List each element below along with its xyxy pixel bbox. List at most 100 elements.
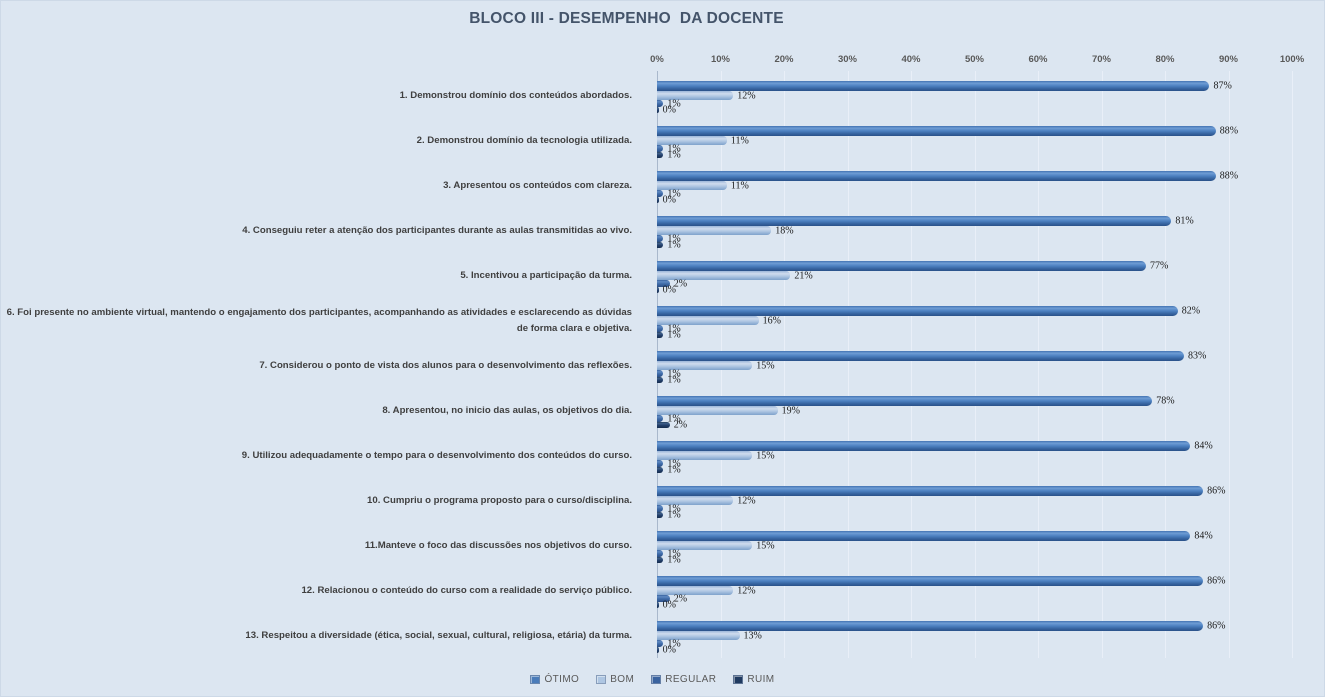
bar-row-otimo: 81%: [657, 216, 1194, 227]
legend: ÓTIMO BOM REGULAR RUIM: [1, 669, 1314, 689]
category-row: 3. Apresentou os conteúdos com clareza. 8…: [1, 163, 1324, 208]
value-label: 1%: [667, 368, 681, 379]
bar-row-otimo: 88%: [657, 126, 1238, 137]
bar-row-regular: 1%: [657, 233, 1171, 244]
value-label: 12%: [737, 495, 756, 506]
bar-regular: [657, 235, 664, 242]
bar-group: 77% 21% 2% 0%: [657, 261, 1168, 296]
bar-row-bom: 16%: [657, 315, 1178, 326]
x-axis-tick: 80%: [1155, 54, 1175, 65]
value-label: 88%: [1219, 170, 1239, 182]
bar-group: 81% 18% 1% 1%: [657, 216, 1194, 251]
value-label: 1%: [667, 98, 681, 109]
bar-regular: [657, 325, 664, 332]
bar-bom: [657, 271, 791, 280]
chart-title: BLOCO III - DESEMPENHO DA DOCENTE: [469, 10, 784, 27]
bar-ruim: [657, 647, 659, 653]
value-label: 84%: [1194, 530, 1213, 542]
bar-otimo: [657, 621, 1204, 631]
bar-row-otimo: 78%: [657, 396, 1175, 407]
category-label: 1. Demonstrou domínio dos conteúdos abor…: [399, 89, 632, 101]
bar-row-ruim: 1%: [657, 239, 1171, 251]
category-label: 5. Incentivou a participação da turma.: [460, 269, 632, 281]
gridline: [1292, 71, 1293, 658]
bar-bom: [657, 631, 740, 640]
gridline: [1228, 71, 1230, 658]
bar-regular: [657, 190, 664, 197]
value-label: 0%: [662, 194, 676, 206]
value-label: 1%: [667, 188, 681, 199]
value-label: 1%: [667, 413, 681, 424]
category-row: 2. Demonstrou domínio da tecnologia util…: [1, 118, 1324, 163]
bar-row-ruim: 2%: [657, 420, 1152, 431]
bar-otimo: [657, 306, 1178, 316]
category-label: 10. Cumpriu o programa proposto para o c…: [367, 494, 632, 506]
category-label: 9. Utilizou adequadamente o tempo para o…: [241, 449, 632, 461]
category-label: 4. Conseguiu reter a atenção dos partici…: [242, 224, 632, 236]
bar-row-regular: 1%: [657, 503, 1203, 514]
category-label: 11.Manteve o foco das discussões nos obj…: [364, 539, 632, 551]
bar-row-bom: 12%: [657, 585, 1203, 596]
value-label: 82%: [1181, 305, 1201, 317]
bar-row-regular: 2%: [657, 278, 1146, 289]
value-label: 1%: [667, 143, 681, 154]
category-row: 7. Considerou o ponto de vista dos aluno…: [1, 343, 1324, 388]
bar-otimo: [657, 351, 1185, 361]
x-axis-tick: 20%: [774, 54, 794, 65]
value-label: 77%: [1149, 260, 1169, 272]
bar-row-regular: 1%: [657, 188, 1216, 199]
bar-bom: [657, 361, 753, 370]
bar-otimo: [657, 531, 1191, 541]
bar-ruim: [657, 332, 664, 338]
bar-row-regular: 1%: [657, 638, 1203, 649]
legend-label: RUIM: [747, 673, 775, 685]
bar-regular: [657, 640, 664, 647]
bar-row-otimo: 84%: [657, 441, 1213, 452]
bar-bom: [657, 586, 734, 595]
bar-regular: [657, 100, 664, 107]
bar-row-regular: 1%: [657, 548, 1190, 559]
bar-otimo: [657, 216, 1172, 226]
legend-item-bom: BOM: [596, 674, 634, 685]
value-label: 78%: [1156, 395, 1175, 407]
value-label: 86%: [1207, 485, 1226, 497]
bar-ruim: [657, 602, 659, 608]
value-label: 1%: [667, 239, 681, 251]
value-label: 18%: [775, 225, 794, 236]
bar-bom: [657, 316, 759, 325]
category-row: 5. Incentivou a participação da turma. 77…: [1, 253, 1324, 298]
bar-row-ruim: 1%: [657, 555, 1190, 566]
bar-regular: [657, 145, 664, 152]
bar-row-otimo: 86%: [657, 576, 1225, 587]
bar-row-bom: 18%: [657, 225, 1171, 236]
value-label: 15%: [756, 450, 775, 461]
bar-row-bom: 12%: [657, 495, 1203, 506]
value-label: 11%: [730, 135, 749, 146]
legend-swatch-icon: [733, 674, 744, 684]
x-axis-tick: 0%: [650, 54, 664, 65]
bar-row-bom: 15%: [657, 360, 1184, 371]
bar-otimo: [657, 81, 1210, 91]
value-label: 0%: [662, 284, 676, 296]
value-label: 13%: [743, 630, 762, 641]
bar-row-otimo: 84%: [657, 531, 1213, 542]
x-axis-tick: 10%: [710, 54, 731, 65]
bar-ruim: [657, 242, 664, 248]
bar-bom: [657, 496, 734, 505]
legend-item-otimo: ÓTIMO: [530, 674, 579, 685]
bar-row-ruim: 1%: [657, 375, 1184, 386]
bar-row-ruim: 1%: [657, 510, 1203, 521]
bar-row-otimo: 83%: [657, 351, 1206, 362]
bar-row-ruim: 0%: [657, 600, 1203, 611]
value-label: 88%: [1219, 125, 1239, 137]
value-label: 1%: [667, 464, 681, 476]
value-label: 0%: [662, 644, 676, 656]
legend-label: REGULAR: [665, 673, 717, 685]
value-label: 1%: [667, 503, 681, 514]
bar-group: 84% 15% 1% 1%: [657, 531, 1213, 566]
value-label: 15%: [756, 540, 775, 551]
bar-row-otimo: 86%: [657, 486, 1225, 497]
category-row: 12. Relacionou o conteúdo do curso com a…: [1, 568, 1324, 613]
value-label: 86%: [1207, 575, 1226, 587]
